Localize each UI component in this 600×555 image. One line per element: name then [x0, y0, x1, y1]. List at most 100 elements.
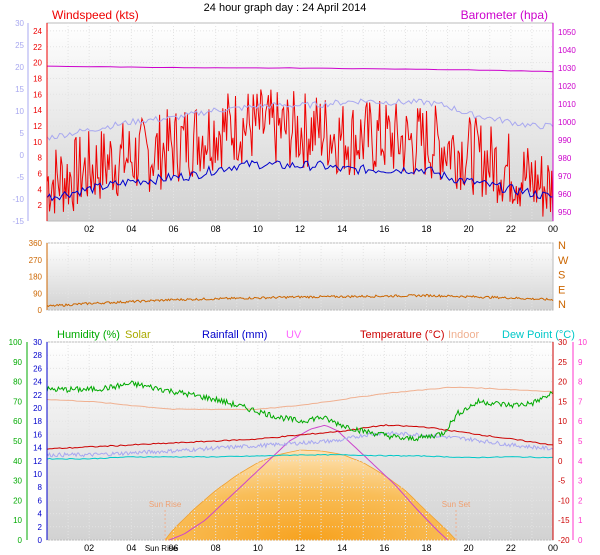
- dew-point-line: [46, 453, 553, 460]
- humidity-tick: 20: [13, 496, 22, 505]
- temperature-tick: -5: [558, 477, 566, 486]
- temperature-tick: 15: [558, 397, 567, 406]
- wind-x-tick: 02: [84, 224, 94, 234]
- humidity-tick: 10: [13, 516, 22, 525]
- wind-x-tick: 06: [168, 224, 178, 234]
- legend-temperature: Temperature (°C): [360, 329, 444, 341]
- solar-area: [164, 449, 457, 541]
- windspeed-tick: 12: [33, 122, 42, 131]
- outer-left-tick: 25: [15, 41, 24, 50]
- rainfall-tick: 16: [33, 430, 42, 439]
- temperature-tick: 10: [558, 417, 567, 426]
- temp-x-tick: 22: [506, 543, 516, 553]
- temp-x-tick: 18: [421, 543, 431, 553]
- temp-x-tick: 16: [379, 543, 389, 553]
- windspeed-tick: 6: [38, 169, 43, 178]
- uv-tick: 0: [578, 536, 583, 545]
- wind-x-tick: 16: [379, 224, 389, 234]
- rainfall-tick: 22: [33, 391, 42, 400]
- windspeed-line: [46, 89, 554, 221]
- temperature-tick: 20: [558, 378, 567, 387]
- direction-tick: 180: [29, 273, 43, 282]
- humidity-tick: 80: [13, 378, 22, 387]
- temperature-grid: [47, 341, 553, 541]
- temp-x-tick: 10: [253, 543, 263, 553]
- barometer-tick: 960: [558, 190, 572, 199]
- humidity-line: [46, 380, 554, 442]
- uv-tick: 1: [578, 516, 583, 525]
- windspeed-tick: 4: [38, 185, 43, 194]
- windspeed-tick: 14: [33, 106, 42, 115]
- wind-x-tick: 10: [253, 224, 263, 234]
- windspeed-tick: 16: [33, 90, 42, 99]
- sunrise-label: Sun Rise: [149, 500, 182, 509]
- uv-tick: 8: [578, 378, 583, 387]
- humidity-tick: 40: [13, 457, 22, 466]
- rainfall-tick: 0: [38, 536, 43, 545]
- temperature-legend: Humidity (%) Solar Rainfall (mm) UV Temperat…: [57, 329, 575, 341]
- rainfall-tick: 28: [33, 351, 42, 360]
- legend-indoor: Indoor: [448, 329, 480, 341]
- barometer-tick: 1020: [558, 82, 576, 91]
- sunset-label: Sun Set: [442, 500, 471, 509]
- humidity-tick: 100: [9, 338, 23, 347]
- barometer-axis-title: Barometer (hpa): [461, 8, 548, 22]
- uv-tick: 6: [578, 417, 583, 426]
- direction-tick: 0: [38, 306, 43, 315]
- wind-x-tick: 18: [421, 224, 431, 234]
- windspeed-axis-title: Windspeed (kts): [52, 8, 139, 22]
- page-title: 24 hour graph day : 24 April 2014: [204, 2, 367, 14]
- windspeed-tick: 8: [38, 154, 43, 163]
- uv-line: [169, 424, 448, 541]
- barometer-tick: 1040: [558, 46, 576, 55]
- direction-tick: 360: [29, 239, 43, 248]
- outer-left-tick: 30: [15, 19, 24, 28]
- barometer-line: [46, 65, 554, 73]
- wind-pressure-series: [46, 65, 554, 221]
- solar-fill: [164, 449, 457, 541]
- windspeed-tick: 2: [38, 201, 43, 210]
- uv-tick: 5: [578, 437, 583, 446]
- temperature-tick-labels: 0246810121416182022242628300102030405060…: [9, 338, 588, 553]
- temperature-tick: 25: [558, 358, 567, 367]
- wind-direction-grid: [47, 242, 553, 311]
- rainfall-tick: 24: [33, 378, 42, 387]
- windspeed-tick: 22: [33, 43, 42, 52]
- humidity-tick: 0: [18, 536, 23, 545]
- humidity-tick: 60: [13, 417, 22, 426]
- temp-x-tick: 14: [337, 543, 347, 553]
- temp-x-tick: 12: [295, 543, 305, 553]
- indoor-line: [46, 386, 554, 411]
- humidity-tick: 50: [13, 437, 22, 446]
- wind-x-tick: 20: [464, 224, 474, 234]
- rainfall-tick: 30: [33, 338, 42, 347]
- compass-label: W: [558, 255, 569, 267]
- temperature-tick: 30: [558, 338, 567, 347]
- windspeed-tick: 20: [33, 59, 42, 68]
- outer-left-tick: -15: [12, 217, 24, 226]
- uv-tick: 2: [578, 496, 583, 505]
- outer-left-tick: 5: [20, 129, 25, 138]
- direction-tick: 270: [29, 256, 43, 265]
- legend-dew: Dew Point (°C): [502, 329, 575, 341]
- barometer-tick: 980: [558, 154, 572, 163]
- uv-tick: 4: [578, 457, 583, 466]
- humidity-tick: 90: [13, 358, 22, 367]
- legend-humidity: Humidity (%): [57, 329, 120, 341]
- legend-uv: UV: [286, 329, 302, 341]
- temperature-tick: -10: [558, 496, 570, 505]
- uv-tick: 3: [578, 477, 583, 486]
- outer-left-tick: 20: [15, 63, 24, 72]
- outer-left-tick: 15: [15, 85, 24, 94]
- windspeed-tick: 18: [33, 74, 42, 83]
- rainfall-tick: 26: [33, 364, 42, 373]
- direction-tick: 90: [33, 289, 42, 298]
- rainfall-tick: 6: [38, 496, 43, 505]
- outer-left-tick: -10: [12, 195, 24, 204]
- compass-label: N: [558, 240, 566, 252]
- temperature-line: [46, 424, 554, 450]
- barometer-tick: 1030: [558, 64, 576, 73]
- rainfall-tick: 14: [33, 444, 42, 453]
